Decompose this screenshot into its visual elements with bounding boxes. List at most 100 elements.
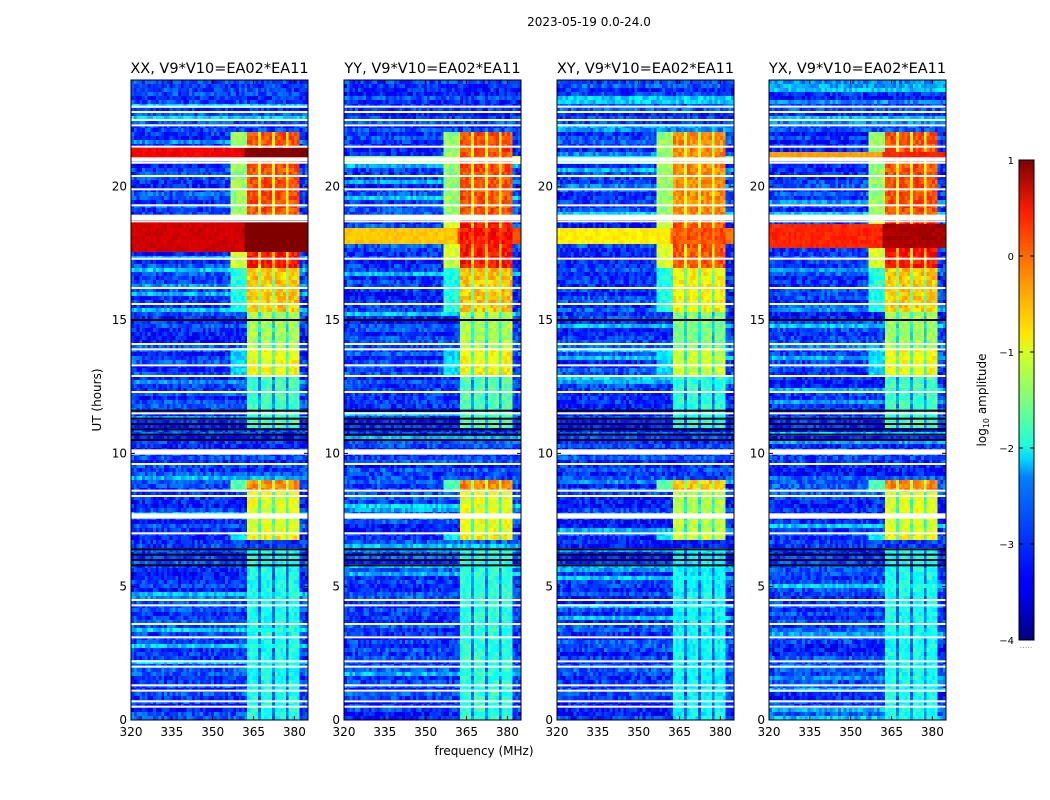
x-tick-label: 365 (880, 725, 903, 739)
flagged-row (344, 124, 521, 127)
flagged-gap (769, 513, 946, 519)
flagged-row (769, 391, 946, 393)
flagged-row (344, 375, 521, 377)
dropout-row (557, 433, 734, 436)
flagged-row (769, 287, 946, 289)
flagged-row (131, 145, 308, 148)
dropout-row (344, 409, 521, 412)
flagged-row (131, 495, 308, 497)
flagged-row (769, 105, 946, 108)
heatmap-image (131, 80, 308, 720)
flagged-row (557, 188, 734, 191)
flagged-gap (344, 449, 521, 455)
colorbar-gradient (1018, 159, 1035, 641)
flagged-row (344, 204, 521, 207)
dropout-row (344, 564, 521, 567)
flagged-row (131, 599, 308, 601)
flagged-row (344, 105, 521, 108)
colorbar-tick-label: −1 (999, 348, 1014, 359)
flagged-row (344, 161, 521, 164)
flagged-row (769, 303, 946, 305)
x-tick-label: 335 (373, 725, 396, 739)
flagged-row (131, 343, 308, 345)
flagged-row (769, 175, 946, 177)
flagged-row (344, 532, 521, 535)
x-tick-label: 320 (120, 725, 143, 739)
dropout-row (131, 417, 308, 420)
x-axis-label: frequency (MHz) (434, 744, 533, 758)
flagged-row (344, 665, 521, 668)
dropout-row (344, 548, 521, 551)
flagged-row (131, 161, 308, 164)
flagged-row (769, 119, 946, 121)
dropout-row (344, 439, 521, 441)
dropout-row (769, 548, 946, 551)
dropout-row (769, 559, 946, 561)
flagged-gap (557, 157, 734, 162)
dropout-row (344, 319, 521, 321)
y-tick-label: 10 (325, 446, 340, 460)
panel-title: XX, V9*V10=EA02*EA11 (130, 61, 308, 77)
x-tick-label: 380 (709, 725, 732, 739)
y-tick-label: 10 (750, 446, 765, 460)
flagged-row (769, 489, 946, 492)
axes-frame (343, 79, 522, 721)
flagged-row (344, 119, 521, 121)
flagged-row (344, 689, 521, 692)
colorbar-dots: ..... (1020, 641, 1033, 650)
flagged-row (131, 204, 308, 207)
flagged-row (131, 188, 308, 191)
flagged-row (131, 604, 308, 607)
y-tick-label: 15 (112, 313, 127, 327)
flagged-gap (131, 513, 308, 519)
flagged-row (557, 495, 734, 497)
flagged-row (557, 412, 734, 415)
flagged-row (557, 375, 734, 377)
flagged-row (557, 161, 734, 164)
flagged-row (344, 604, 521, 607)
flagged-row (557, 391, 734, 393)
flagged-row (131, 375, 308, 377)
flagged-row (344, 412, 521, 415)
flagged-row (769, 636, 946, 639)
colorbar-tick-label: −2 (999, 444, 1014, 455)
x-tick-label: 350 (201, 725, 224, 739)
flagged-row (131, 111, 308, 113)
flagged-row (344, 463, 521, 465)
y-tick-label: 0 (119, 713, 127, 727)
y-tick-label: 0 (545, 713, 553, 727)
flagged-row (344, 145, 521, 148)
flagged-row (557, 489, 734, 492)
dropout-row (557, 409, 734, 412)
flagged-row (769, 145, 946, 148)
flagged-row (557, 145, 734, 148)
flagged-row (769, 257, 946, 260)
dropout-row (131, 423, 308, 425)
flagged-row (131, 257, 308, 260)
flagged-row (769, 161, 946, 164)
flagged-row (557, 689, 734, 692)
figure-suptitle: 2023-05-19 0.0-24.0 (527, 15, 651, 29)
colorbar: 1 0 −1 −2 −3 −4 log10 amplitude ..... (975, 156, 1035, 650)
flagged-row (557, 124, 734, 127)
flagged-row (557, 257, 734, 260)
flagged-row (131, 463, 308, 465)
dropout-row (131, 439, 308, 441)
flagged-row (557, 604, 734, 607)
x-tick-label: 380 (283, 725, 306, 739)
y-tick-label: 0 (757, 713, 765, 727)
x-tick-label: 320 (546, 725, 569, 739)
flagged-gap (769, 157, 946, 162)
dropout-row (769, 428, 946, 431)
flagged-row (769, 623, 946, 625)
flagged-gap (131, 157, 308, 162)
flagged-row (769, 495, 946, 497)
dropout-row (769, 439, 946, 441)
flagged-row (131, 700, 308, 703)
y-tick-label: 15 (750, 313, 765, 327)
flagged-row (131, 175, 308, 177)
panel-xx: XX, V9*V10=EA02*EA11 320 335 350 365 380 0 5 10 1… (112, 61, 309, 739)
dropout-row (344, 559, 521, 561)
flagged-row (131, 220, 308, 223)
flagged-row (344, 660, 521, 663)
